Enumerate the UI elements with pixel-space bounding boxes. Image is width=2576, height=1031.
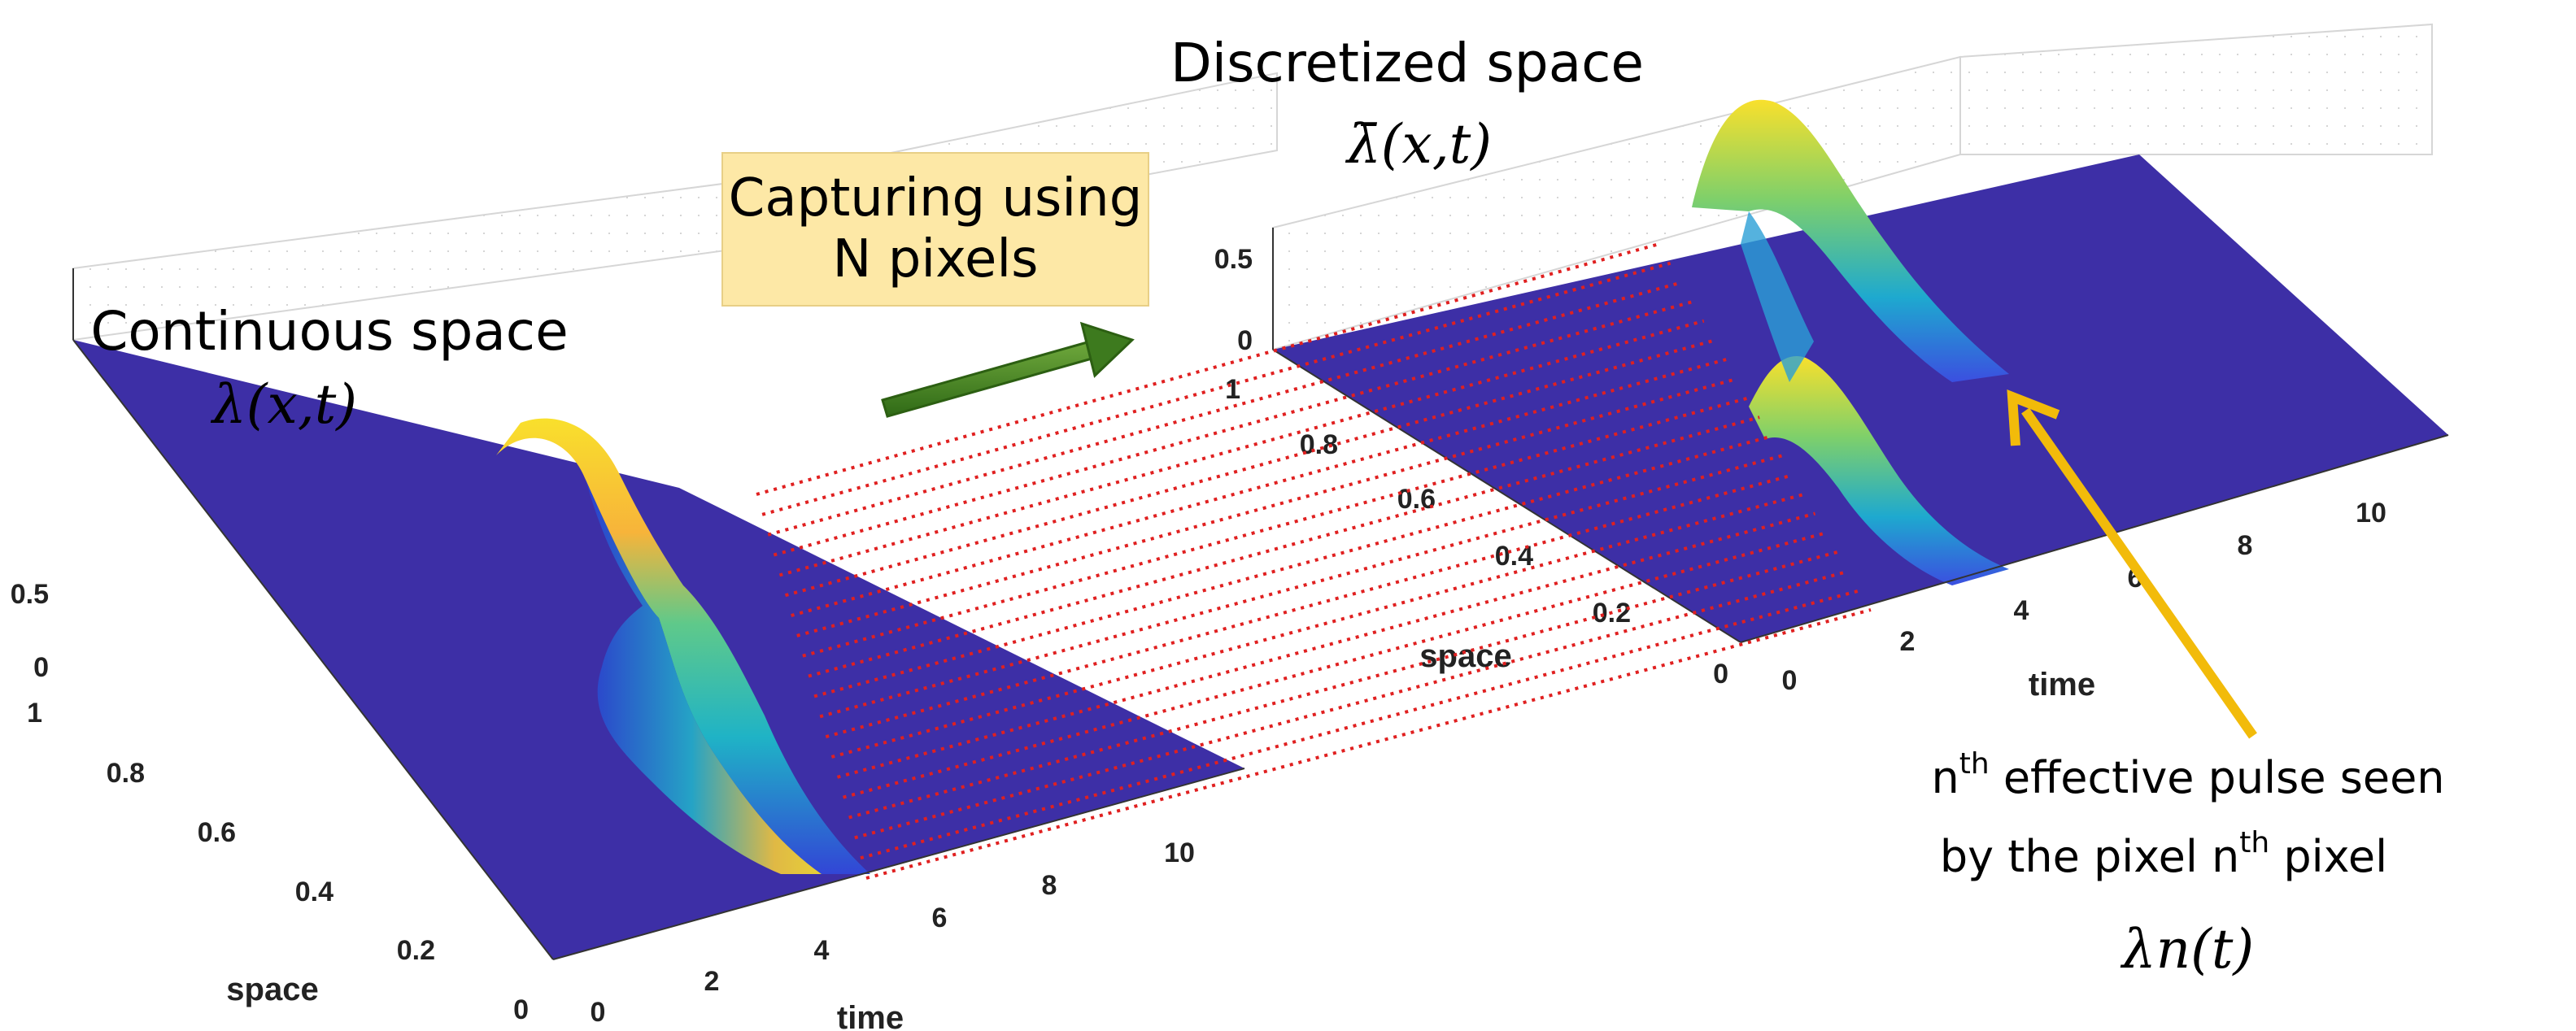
left-time-tick: 8 xyxy=(1042,870,1057,901)
pixel-sampling-line xyxy=(796,376,1738,637)
capture-note-line1: Capturing using xyxy=(729,168,1143,228)
yellow-arrow-head xyxy=(2007,389,2060,446)
pixel-sampling-line xyxy=(830,492,1805,759)
pixel-sampling-line xyxy=(773,300,1693,557)
left-plot-title: Continuous space xyxy=(90,300,568,363)
green-arrow-shaft xyxy=(881,340,1096,418)
green-arrow xyxy=(881,321,1135,418)
right-pulse-ridge-front xyxy=(1749,356,2009,585)
capture-note-box xyxy=(721,152,1149,307)
left-space-tick: 1 xyxy=(27,698,42,729)
left-plot-formula: λ(x,t) xyxy=(210,373,357,436)
left-space-tick: 0.2 xyxy=(397,935,435,966)
left-pulse-ridge xyxy=(496,418,870,874)
right-space-axis-label: space xyxy=(1419,638,1511,674)
pixel-sampling-line xyxy=(802,396,1750,658)
green-arrow-head xyxy=(1079,321,1135,378)
right-z-tick: 0.5 xyxy=(1214,244,1253,275)
callout-line2-sup: th xyxy=(2239,826,2269,859)
callout-line1-prefix: n xyxy=(1931,752,1959,803)
pixel-sampling-line xyxy=(865,608,1872,880)
left-pulse-front xyxy=(586,480,822,874)
pixel-sampling-line xyxy=(848,550,1838,820)
pixel-sampling-line xyxy=(791,358,1727,617)
pixel-sampling-line xyxy=(808,415,1760,678)
right-space-tick: 1 xyxy=(1225,374,1240,405)
right-side-wall xyxy=(1959,23,2433,155)
callout-line2-prefix: by the pixel n xyxy=(1940,831,2239,882)
pixel-sampling-line xyxy=(778,319,1705,577)
left-time-axis-label: time xyxy=(837,1000,904,1031)
left-space-tick: 0.8 xyxy=(107,758,145,789)
left-time-tick: 4 xyxy=(814,935,830,966)
pixel-sampling-line xyxy=(819,454,1783,719)
left-time-tick: 0 xyxy=(591,997,606,1028)
left-z-tick: 0 xyxy=(33,652,49,683)
callout-line1-sup: th xyxy=(1959,747,1990,781)
left-space-tick: 0.4 xyxy=(295,877,333,907)
right-z-tick: 0 xyxy=(1237,325,1253,356)
pixel-pulse-callout: nth effective pulse seen by the pixel nt… xyxy=(1931,747,2444,981)
left-time-tick: 2 xyxy=(704,966,720,997)
right-time-axis-label: time xyxy=(2029,667,2095,703)
right-pulse-ridge-connector xyxy=(1741,211,1814,382)
yellow-arrow-shaft xyxy=(2021,407,2257,739)
capture-note: Capturing using N pixels xyxy=(721,152,1149,307)
left-z-tick: 0.5 xyxy=(11,579,49,610)
left-time-tick: 10 xyxy=(1164,837,1195,868)
callout-line2-rest: pixel xyxy=(2269,831,2387,882)
right-pulse-ridge-back xyxy=(1692,99,2009,382)
right-time-tick: 4 xyxy=(2014,595,2029,626)
pixel-sampling-lines xyxy=(756,242,1872,880)
right-space-tick: 0 xyxy=(1713,659,1728,690)
right-plot-title: Discretized space xyxy=(1170,32,1644,94)
callout-line1-rest: effective pulse seen xyxy=(1990,752,2445,803)
pixel-sampling-line xyxy=(836,511,1816,779)
right-time-tick: 0 xyxy=(1782,665,1798,696)
left-time-tick: 6 xyxy=(932,903,948,933)
right-time-tick: 2 xyxy=(1900,626,1916,657)
capture-note-line2: N pixels xyxy=(832,229,1038,289)
callout-line2: by the pixel nth pixel xyxy=(1940,826,2387,882)
pixel-sampling-line xyxy=(825,473,1794,739)
callout-formula: λn(t) xyxy=(2120,918,2254,981)
right-space-tick: 0.8 xyxy=(1300,429,1338,460)
right-plot-formula: λ̄(x,t) xyxy=(1345,113,1492,176)
left-space-axis-label: space xyxy=(226,972,318,1007)
pixel-sampling-line xyxy=(767,281,1682,537)
left-space-tick: 0 xyxy=(513,994,529,1025)
pixel-sampling-line xyxy=(854,569,1850,840)
right-time-tick: 8 xyxy=(2238,530,2253,561)
right-plot: 0.5 0 1 0.8 0.6 0.4 0.2 0 space 0 2 4 6 … xyxy=(1170,23,2449,703)
left-space-tick: 0.6 xyxy=(198,817,236,848)
right-time-tick: 10 xyxy=(2356,498,2386,529)
callout-line1: nth effective pulse seen xyxy=(1931,747,2444,803)
yellow-arrow xyxy=(2007,389,2257,739)
pixel-sampling-line xyxy=(860,589,1860,860)
pixel-sampling-line xyxy=(756,242,1660,496)
pixel-sampling-line xyxy=(813,434,1772,698)
